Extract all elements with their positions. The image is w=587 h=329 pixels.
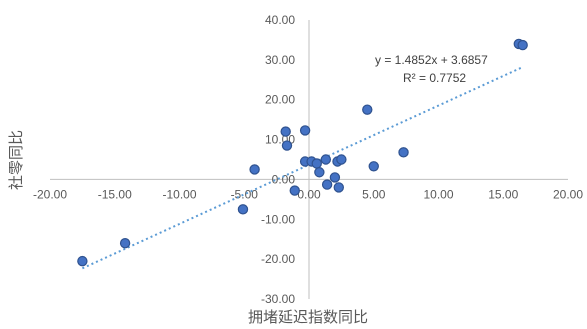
data-point xyxy=(399,148,408,157)
x-tick-label: -5.00 xyxy=(231,187,259,201)
data-point xyxy=(321,155,330,164)
data-point xyxy=(121,239,130,248)
data-point xyxy=(250,165,259,174)
y-tick-label: -10.00 xyxy=(261,212,295,226)
data-point xyxy=(337,155,346,164)
x-tick-label: 5.00 xyxy=(362,187,386,201)
data-point xyxy=(282,141,291,150)
x-tick-label: 0.00 xyxy=(297,187,321,201)
data-point xyxy=(312,159,321,168)
y-tick-labels: 40.0030.0020.0010.000.00-10.00-20.00-30.… xyxy=(261,13,295,306)
data-point xyxy=(518,41,527,50)
x-tick-label: -15.00 xyxy=(98,187,132,201)
data-point xyxy=(334,183,343,192)
x-tick-label: -10.00 xyxy=(162,187,196,201)
y-tick-label: -30.00 xyxy=(261,292,295,306)
x-axis-title: 拥堵延迟指数同比 xyxy=(248,308,368,326)
data-point xyxy=(290,186,299,195)
x-tick-label: -20.00 xyxy=(33,187,67,201)
data-point xyxy=(281,127,290,136)
y-tick-label: 40.00 xyxy=(265,13,295,27)
data-point xyxy=(315,168,324,177)
data-point xyxy=(78,257,87,266)
y-tick-label: 30.00 xyxy=(265,53,295,67)
y-tick-label: -20.00 xyxy=(261,252,295,266)
y-tick-label: 20.00 xyxy=(265,93,295,107)
y-axis-title: 社零同比 xyxy=(7,130,25,190)
trendline-equation: y = 1.4852x + 3.6857 xyxy=(375,53,488,67)
data-point xyxy=(369,162,378,171)
x-tick-label: 15.00 xyxy=(488,187,518,201)
trendline xyxy=(82,67,522,268)
y-tick-label: 0.00 xyxy=(272,172,296,186)
data-point xyxy=(301,126,310,135)
data-point xyxy=(323,180,332,189)
x-tick-label: 20.00 xyxy=(553,187,583,201)
data-point xyxy=(330,173,339,182)
x-tick-label: 10.00 xyxy=(423,187,453,201)
x-tick-labels: -20.00 -15.00 -10.00 -5.00 0.00 5.00 10.00 15.0… xyxy=(33,187,583,201)
r-squared-label: R² = 0.7752 xyxy=(403,71,466,85)
data-point xyxy=(363,105,372,114)
data-point xyxy=(238,205,247,214)
